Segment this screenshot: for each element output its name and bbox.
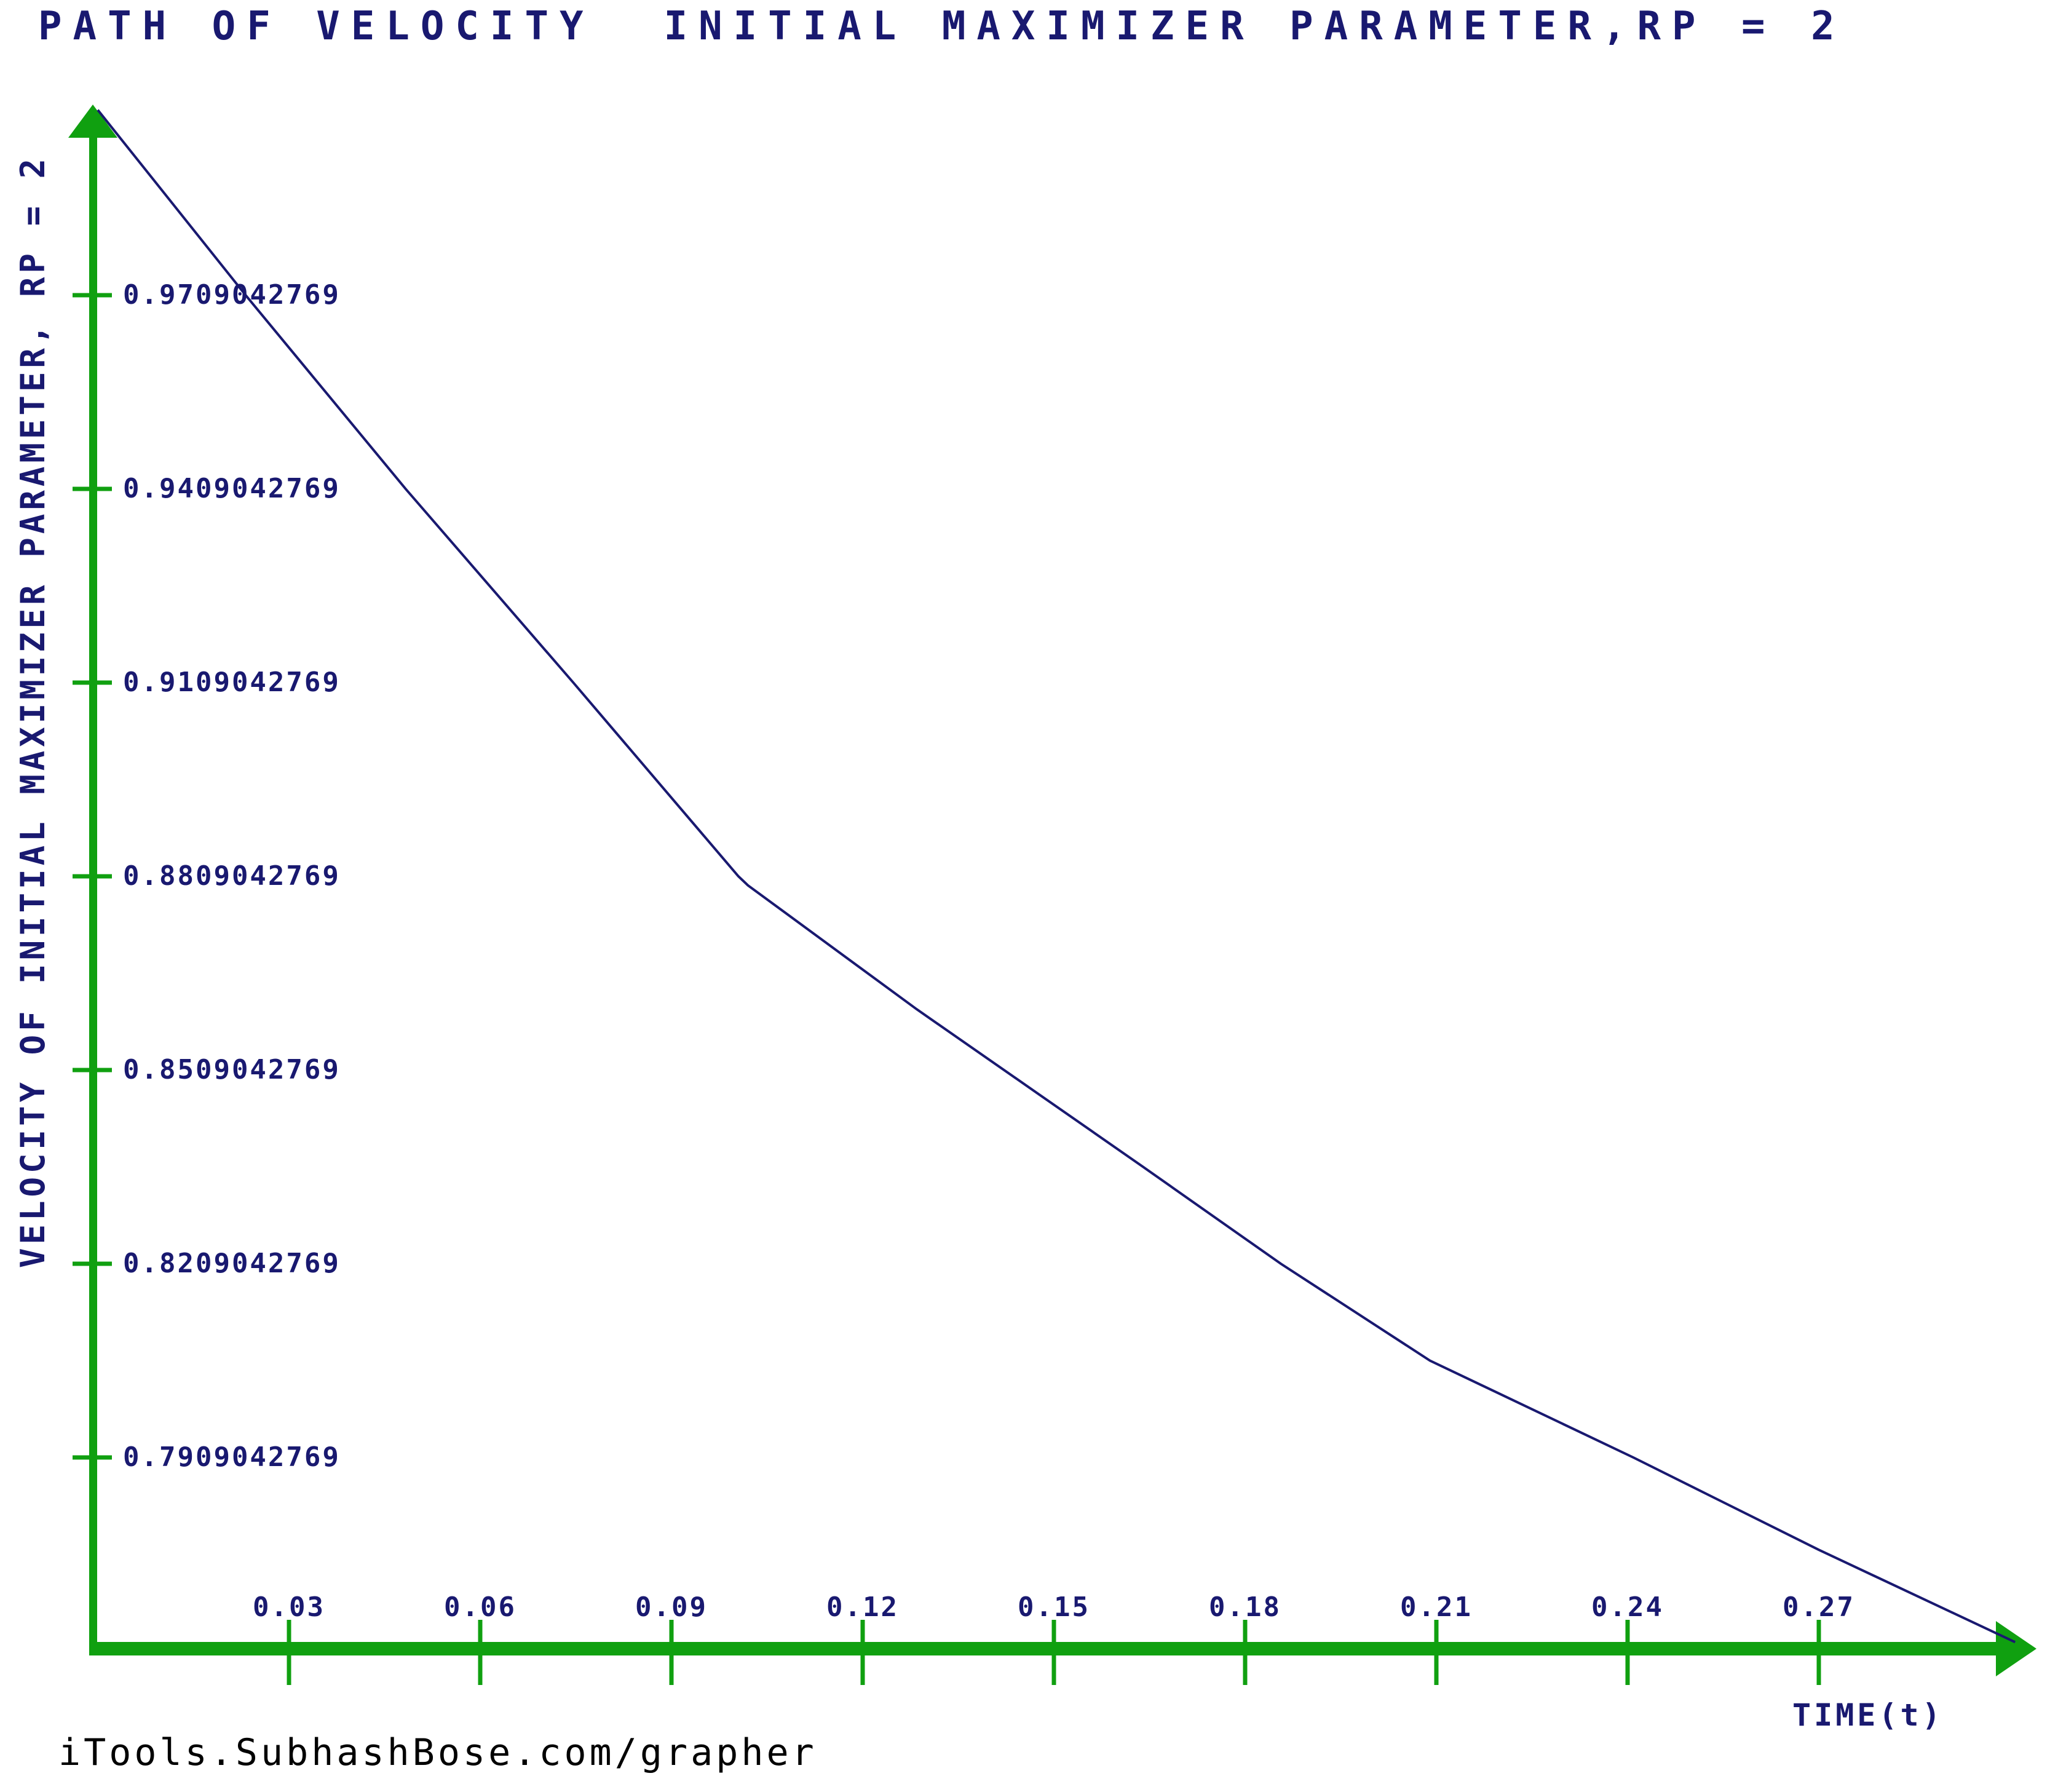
x-axis-title: TIME(t) (1792, 1697, 1944, 1733)
y-tick-label: 0.9709042769 (123, 279, 341, 311)
x-axis-arrow-icon (1996, 1621, 2036, 1676)
x-tick-label: 0.27 (1783, 1592, 1855, 1623)
footer-credit: iTools.SubhashBose.com/grapher (58, 1731, 817, 1774)
x-axis-line (89, 1642, 1997, 1655)
x-tick-label: 0.15 (1018, 1592, 1090, 1623)
chart-title: PATH OF VELOCITY INITIAL MAXIMIZER PARAM… (38, 4, 1846, 49)
y-axis-arrow-icon (68, 105, 117, 138)
y-tick-label: 0.8509042769 (123, 1054, 341, 1085)
velocity-curve (97, 109, 2016, 1644)
x-tick-label: 0.18 (1209, 1592, 1281, 1623)
y-tick-label: 0.7909042769 (123, 1441, 341, 1473)
y-tick-label: 0.9109042769 (123, 667, 341, 698)
x-tick-label: 0.06 (444, 1592, 516, 1623)
y-tick-label: 0.8809042769 (123, 860, 341, 892)
y-tick-label: 0.8209042769 (123, 1248, 341, 1279)
x-tick-label: 0.09 (635, 1592, 708, 1623)
y-tick-label: 0.9409042769 (123, 473, 341, 504)
x-tick-label: 0.24 (1591, 1592, 1664, 1623)
y-axis-line (89, 123, 97, 1655)
x-tick-label: 0.12 (826, 1592, 899, 1623)
x-tick-label: 0.21 (1400, 1592, 1473, 1623)
x-tick-label: 0.03 (253, 1592, 325, 1623)
